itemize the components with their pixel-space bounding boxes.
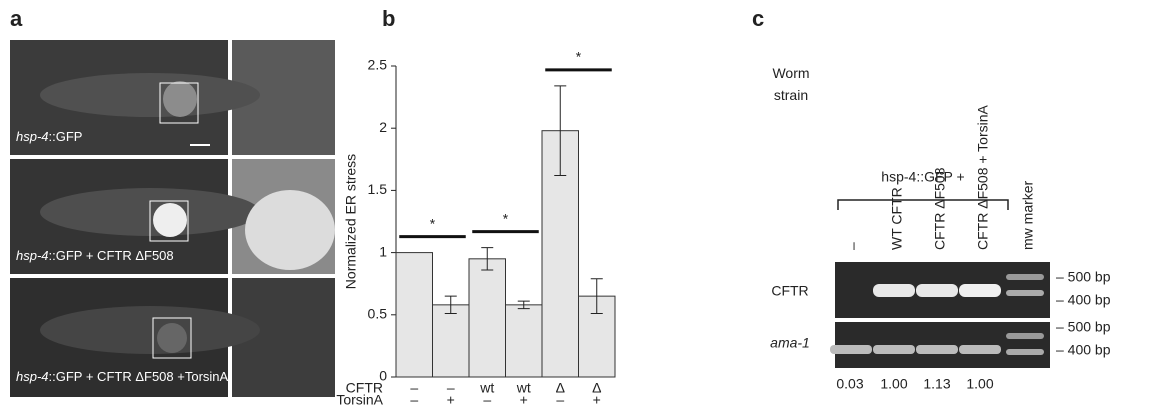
- error-bar-line: [590, 278, 603, 315]
- row-value: Δ: [592, 380, 601, 396]
- quantification: 1.00: [966, 376, 993, 392]
- error-bar: [517, 300, 530, 310]
- caption-gene: hsp-4: [16, 369, 49, 384]
- bar: [395, 252, 433, 378]
- caption-text: ::GFP + CFTR ΔF508: [49, 248, 174, 263]
- significance-star: *: [503, 210, 509, 226]
- row-label: TorsinA: [336, 392, 383, 407]
- lane-label: mw marker: [1020, 180, 1036, 250]
- strain-header: hsp-4::GFP +: [881, 169, 964, 185]
- error-bar-line: [444, 295, 457, 315]
- bar: [432, 304, 470, 378]
- error-bar-line: [481, 247, 494, 271]
- gel-label: ama-1: [770, 335, 810, 351]
- y-tick-label: 2.5: [368, 57, 388, 73]
- row-value: +: [447, 392, 455, 407]
- significance-star: *: [430, 215, 436, 231]
- bar: [468, 258, 506, 378]
- error-bar: [444, 295, 457, 315]
- caption-text: ::GFP + CFTR ΔF508 +TorsinA: [49, 369, 229, 384]
- y-tick-label: 2: [379, 119, 387, 135]
- caption: hsp-4::GFP + CFTR ΔF508 +TorsinA: [16, 369, 229, 384]
- y-tick-label: 1.5: [368, 181, 388, 197]
- error-bar: [554, 85, 567, 176]
- marker-label: – 500 bp: [1056, 319, 1111, 335]
- row-value: wt: [479, 380, 494, 396]
- gels: [830, 199, 1050, 368]
- row-header: Worm strain: [772, 65, 810, 103]
- marker-label: – 400 bp: [1056, 292, 1111, 308]
- y-tick-label: 0.5: [368, 306, 388, 322]
- gel-label: CFTR: [771, 283, 808, 299]
- significance-star: *: [576, 49, 582, 65]
- caption: hsp-4::GFP + CFTR ΔF508: [16, 248, 174, 263]
- caption-text: ::GFP: [49, 129, 83, 144]
- row-value: –: [410, 392, 418, 407]
- panel-label: c: [752, 6, 764, 31]
- row-label: CFTR: [346, 380, 383, 396]
- panel-label: b: [382, 6, 395, 31]
- caption-gene: hsp-4: [16, 129, 49, 144]
- micrographs: [10, 40, 335, 397]
- lane-label: CFTR ΔF508 + TorsinA: [975, 104, 991, 250]
- lane-label: CFTR ΔF508: [932, 167, 948, 250]
- quantification: 1.00: [880, 376, 907, 392]
- caption-gene: hsp-4: [16, 248, 49, 263]
- row-value: Δ: [556, 380, 565, 396]
- panel-label: a: [10, 6, 23, 31]
- row-value: +: [520, 392, 528, 407]
- y-axis-label: Normalized ER stress: [343, 154, 359, 289]
- error-bar-line: [554, 85, 567, 176]
- bar: [505, 304, 543, 378]
- row-value: –: [410, 380, 418, 396]
- quantification: 1.13: [923, 376, 950, 392]
- quantification: 0.03: [836, 376, 863, 392]
- error-bar-line: [517, 300, 530, 310]
- marker-label: – 400 bp: [1056, 342, 1111, 358]
- row-value: wt: [516, 380, 531, 396]
- row-header-box: Worm strain: [772, 65, 810, 103]
- error-bar: [481, 247, 494, 271]
- y-tick-label: 1: [379, 243, 387, 259]
- lane-label: –: [845, 242, 861, 250]
- lane-label: WT CFTR: [889, 187, 905, 250]
- error-bar: [590, 278, 603, 315]
- y-tick-label: 0: [379, 368, 387, 384]
- row-value: –: [483, 392, 491, 407]
- row-value: –: [556, 392, 564, 407]
- caption: hsp-4::GFP: [16, 129, 82, 144]
- marker-label: – 500 bp: [1056, 269, 1111, 285]
- row-value: –: [447, 380, 455, 396]
- row-value: +: [593, 392, 601, 407]
